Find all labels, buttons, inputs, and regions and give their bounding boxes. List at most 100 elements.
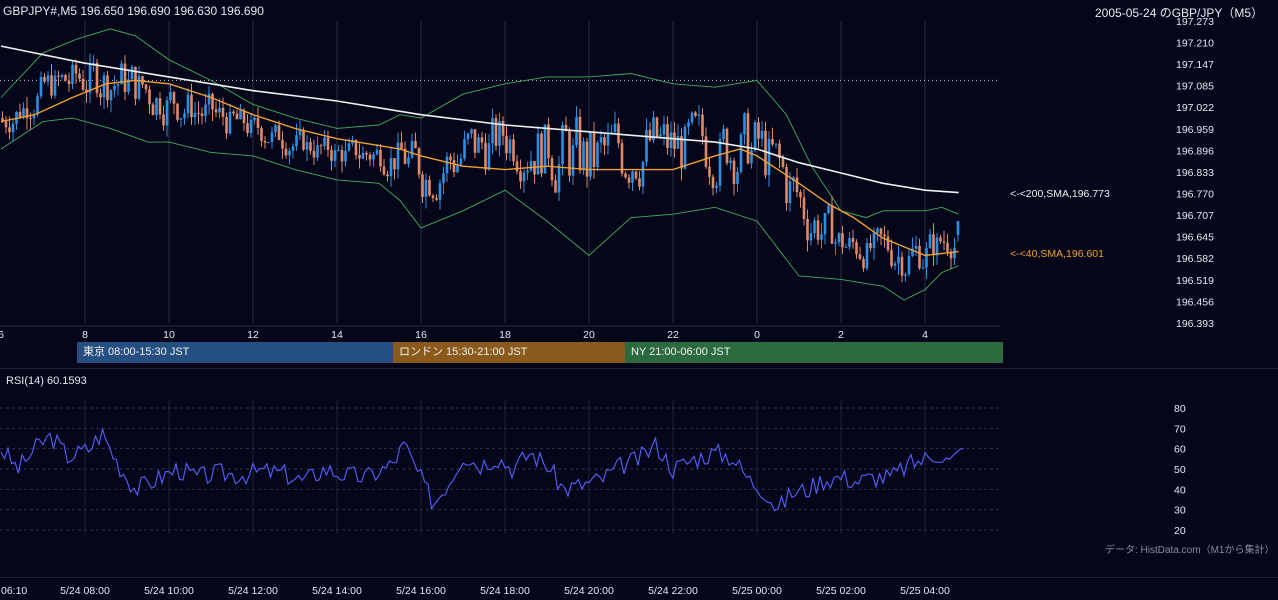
candle-body [585,141,589,177]
candle-body [816,220,820,240]
candle-body [81,78,85,90]
candle-body [354,139,358,156]
candle-body [449,156,452,161]
candle-body [774,143,778,145]
candle-body [893,263,897,266]
candle-body [60,74,64,77]
candle-body [246,123,249,133]
candle-body [589,131,592,177]
candle-body [904,274,907,276]
candle-body [106,75,109,101]
candle-body [687,122,690,127]
candle-body [435,198,438,200]
candle-body [865,243,869,269]
price-y-tick: 197.210 [1176,38,1214,50]
candle-body [799,192,802,198]
candle-body [473,129,477,153]
candle-body [834,242,837,244]
price-y-tick: 196.707 [1176,210,1214,222]
candle-body [144,84,148,90]
price-y-tick: 196.770 [1176,189,1214,201]
candle-body [767,138,771,176]
candle-body [386,174,389,177]
candle-body [466,133,470,140]
candle-body [596,142,599,167]
candle-body [319,145,323,147]
candle-body [389,158,393,177]
rsi-x-tick: 5/24 18:00 [480,585,530,597]
candle-body [151,104,155,116]
candle-body [403,148,407,164]
candle-body [683,126,687,169]
candle-body [18,111,22,118]
candle-body [298,129,302,136]
candle-body [347,143,351,151]
candle-body [487,143,491,170]
rsi-x-tick: 06:10 [1,585,27,597]
candle-body [890,249,893,266]
candle-body [494,118,498,146]
candle-body [869,243,872,249]
candle-body [74,64,78,74]
price-y-tick: 197.147 [1176,59,1214,71]
candle-body [806,218,809,241]
price-x-tick: 18 [499,329,511,340]
candle-body [379,149,382,167]
candle-body [410,141,414,158]
candle-body [165,100,169,126]
candle-body [515,161,519,172]
candle-body [1,118,4,122]
candle-body [711,176,715,189]
rsi-line [0,426,964,512]
price-x-tick: 10 [163,329,175,340]
candle-body [540,133,543,174]
candle-body [750,150,753,164]
candle-body [263,140,267,143]
data-credit: データ: HistData.com（M1から集計） [1105,545,1275,556]
candle-body [337,149,340,151]
rsi-y-tick: 80 [1174,403,1186,415]
candle-body [753,122,757,151]
candle-body [718,139,722,186]
candle-body [214,109,218,113]
candle-body [123,63,127,92]
candle-body [673,132,676,149]
rsi-x-tick: 5/24 12:00 [228,585,278,597]
candle-body [375,149,379,155]
candle-body [543,124,547,174]
candle-body [46,75,50,82]
candle-body [225,116,228,134]
candle-body [778,143,781,158]
candle-body [813,220,816,234]
candle-body [400,142,403,149]
candle-body [428,179,431,196]
candle-body [452,160,456,173]
candle-body [333,150,337,161]
candle-body [564,125,568,132]
pane-divider [0,368,1278,369]
candle-body [655,117,659,137]
candle-body [288,150,291,156]
candle-body [620,143,624,174]
rsi-y-tick: 40 [1174,484,1186,496]
candle-body [445,156,449,174]
candle-body [162,114,165,126]
sma40-label: <-<40,SMA,196.601 [1010,248,1104,260]
sma200-label: <-<200,SMA,196.773 [1010,188,1110,200]
candle-body [617,123,620,144]
session-bar: 東京 08:00-15:30 JST ロンドン 15:30-21:00 JST … [77,342,1003,363]
rsi-title: RSI(14) 60.1593 [6,375,87,387]
candle-body [421,174,424,197]
candle-body [43,77,46,82]
candle-body [953,247,956,259]
candle-body [851,238,855,243]
bottom-divider [0,577,1278,578]
candle-body [578,116,582,171]
candle-body [592,131,596,167]
candle-body [942,241,946,243]
candle-body [179,118,183,120]
rsi-x-tick: 5/24 08:00 [60,585,110,597]
candle-body [911,248,914,256]
candle-body [925,248,928,268]
